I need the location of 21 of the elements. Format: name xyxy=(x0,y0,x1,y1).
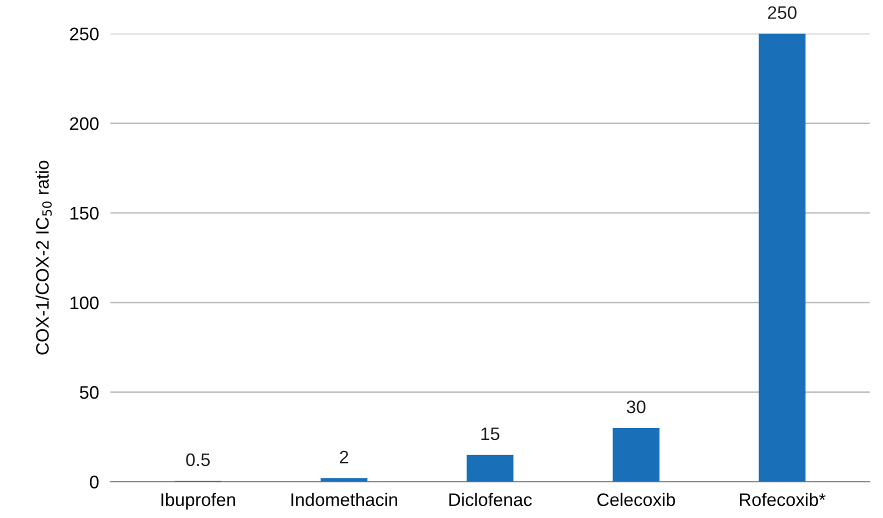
x-tick-label: Indomethacin xyxy=(292,492,398,506)
bar xyxy=(612,428,660,482)
bar xyxy=(758,34,806,482)
y-axis-title: COX-1/COX-2 IC$_{50}$ ratio xyxy=(36,160,52,354)
bar xyxy=(320,478,368,482)
bar xyxy=(466,454,514,482)
data-label: 15 xyxy=(481,428,500,440)
x-tick-label: Ibuprofen xyxy=(162,492,235,510)
y-tick-label: 250 xyxy=(70,28,99,40)
x-tick-label: Celecoxib xyxy=(597,492,675,506)
x-tick-label: Diclofenac xyxy=(449,492,532,506)
y-tick-label: 50 xyxy=(80,386,99,399)
y-tick-label: 0 xyxy=(90,476,99,488)
data-label: 30 xyxy=(626,400,646,414)
data-label: 2 xyxy=(340,450,348,464)
data-label: 0.5 xyxy=(186,453,210,466)
y-tick-label: 200 xyxy=(70,117,99,130)
x-tick-label: Rofecoxib* xyxy=(740,492,826,506)
y-tick-label: 100 xyxy=(70,296,99,310)
data-label: 250 xyxy=(768,6,796,19)
y-tick-label: 150 xyxy=(70,206,99,220)
